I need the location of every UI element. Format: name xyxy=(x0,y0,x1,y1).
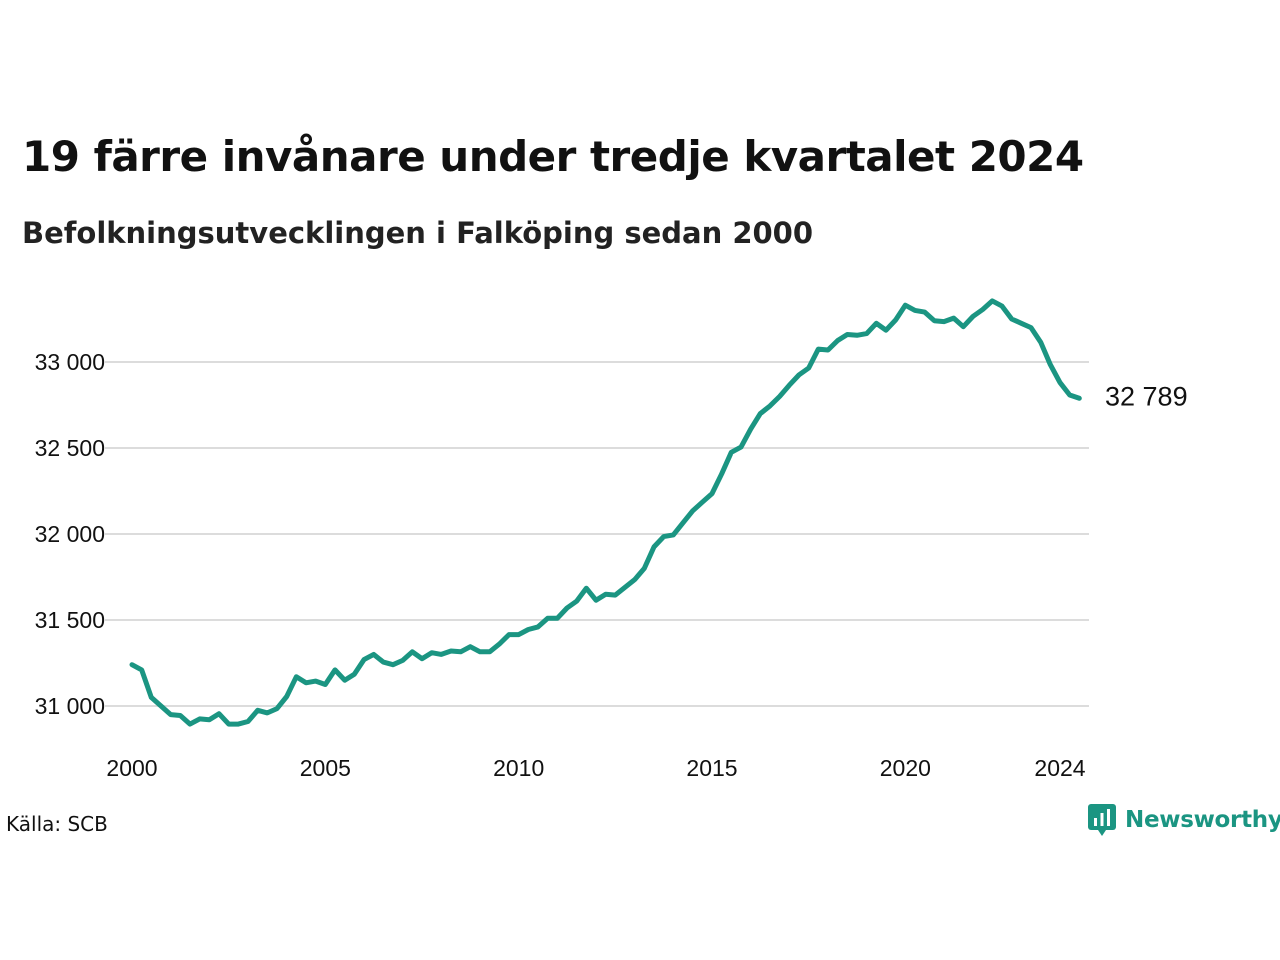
y-axis: 31 000 31 500 32 000 32 500 33 000 xyxy=(35,349,105,719)
brand-name: Newsworthy xyxy=(1125,807,1280,833)
x-tick-label: 2024 xyxy=(1034,755,1085,781)
grid-lines xyxy=(105,361,1089,707)
chart-subtitle: Befolkningsutvecklingen i Falköping seda… xyxy=(22,216,814,250)
newsworthy-logo-icon xyxy=(1088,804,1116,836)
y-tick-label: 32 000 xyxy=(35,521,105,547)
y-tick-label: 33 000 xyxy=(35,349,105,375)
x-tick-label: 2020 xyxy=(880,755,931,781)
series-group xyxy=(129,298,1082,727)
x-tick-label: 2005 xyxy=(300,755,351,781)
brand-logo: Newsworthy xyxy=(1087,803,1280,837)
end-value-label: 32 789 xyxy=(1105,381,1188,411)
source-note: Källa: SCB xyxy=(6,812,108,836)
y-tick-label: 32 500 xyxy=(35,435,105,461)
series-line xyxy=(129,298,1082,727)
x-tick-label: 2015 xyxy=(686,755,737,781)
x-tick-label: 2000 xyxy=(106,755,157,781)
y-tick-label: 31 500 xyxy=(35,607,105,633)
y-tick-label: 31 000 xyxy=(35,693,105,719)
x-axis: 2000 2005 2010 2015 2020 2024 xyxy=(106,755,1085,781)
chart-title: 19 färre invånare under tredje kvartalet… xyxy=(22,132,1084,181)
x-tick-label: 2010 xyxy=(493,755,544,781)
